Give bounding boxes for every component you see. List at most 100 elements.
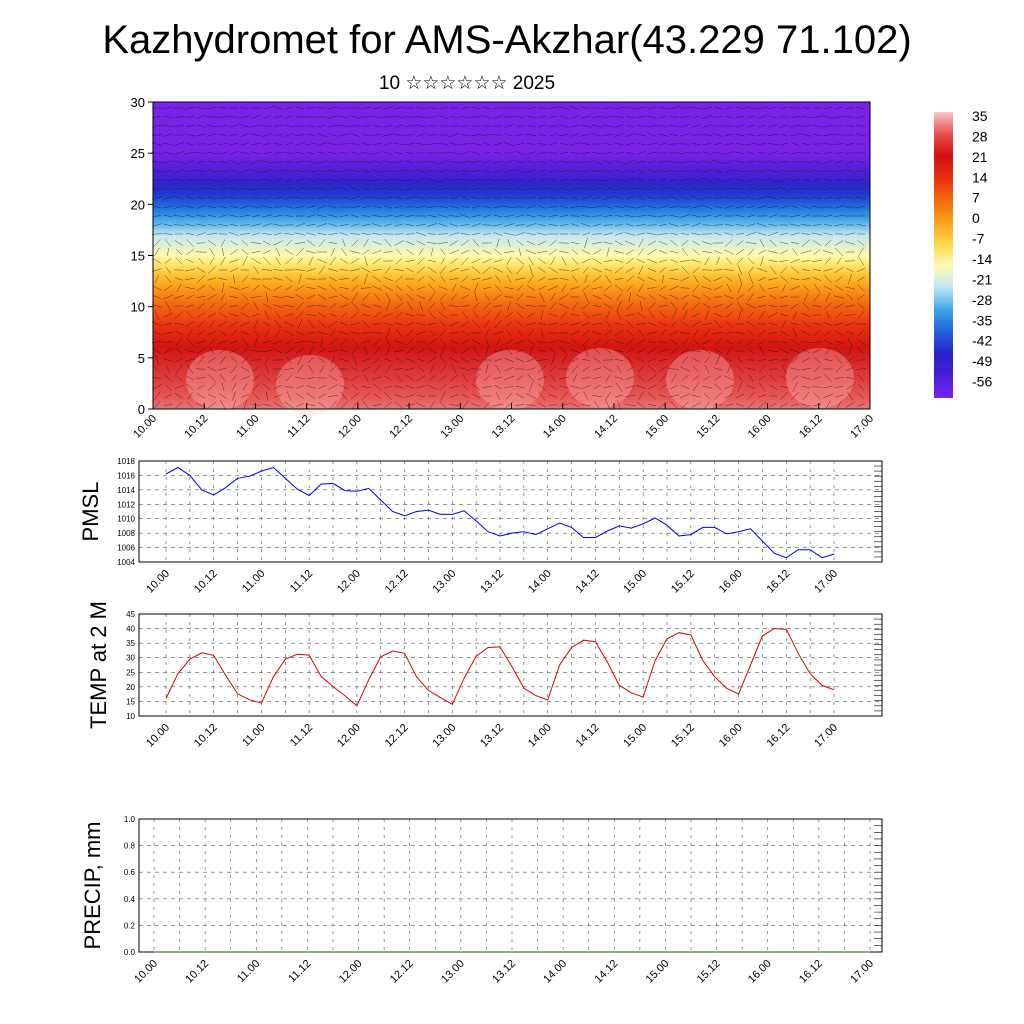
x-tick-label: 12.00 <box>337 958 365 986</box>
x-tick-label: 17.00 <box>848 958 876 986</box>
x-tick-label: 12.12 <box>387 413 415 441</box>
colorbar-label: 0 <box>972 210 980 226</box>
x-tick-label: 12.12 <box>383 568 411 596</box>
x-tick-label: 13.00 <box>430 722 458 750</box>
y-tick-label: 30 <box>131 95 145 110</box>
x-tick-label: 15.00 <box>621 722 649 750</box>
x-tick-label: 15.12 <box>695 413 723 441</box>
x-tick-label: 12.12 <box>388 958 416 986</box>
y-tick-label: 1016 <box>117 471 135 480</box>
x-tick-label: 16.12 <box>797 413 825 441</box>
colorbar-label: -56 <box>972 374 992 390</box>
x-tick-label: 14.00 <box>526 568 554 596</box>
colorbar-label: -42 <box>972 333 992 349</box>
warm-core <box>276 355 344 415</box>
x-tick-label: 10.12 <box>192 722 220 750</box>
x-tick-label: 14.00 <box>526 722 554 750</box>
x-tick-label: 12.12 <box>383 722 411 750</box>
colorbar-label: -28 <box>972 292 992 308</box>
y-tick-label: 15 <box>126 697 135 706</box>
x-tick-label: 12.00 <box>336 413 364 441</box>
x-tick-label: 14.12 <box>574 722 602 750</box>
x-tick-label: 13.12 <box>478 568 506 596</box>
x-tick-label: 11.00 <box>240 568 267 595</box>
y-tick-label: 40 <box>126 625 135 634</box>
warm-core <box>566 348 634 408</box>
y-tick-label: 1014 <box>117 486 135 495</box>
y-tick-label: 35 <box>126 639 135 648</box>
y-tick-label: 20 <box>131 197 145 212</box>
x-tick-label: 10.00 <box>144 568 172 596</box>
x-tick-label: 15.00 <box>643 413 671 441</box>
x-tick-label: 10.12 <box>183 958 211 986</box>
cross-section-panel: 0 5 10 15 20 25 30 10.00 10.12 11.00 11.12 12.00 12.… <box>131 95 877 441</box>
x-tick-label: 13.12 <box>478 722 506 750</box>
y-tick-label: 30 <box>126 654 135 663</box>
colorbar: 35 28 21 14 7 0 -7 -14 -21 -28 -35 -42 -49 -56 <box>934 108 992 398</box>
x-tick-label: 14.12 <box>592 958 620 986</box>
x-tick-label: 10.12 <box>182 413 210 441</box>
precip-frame <box>138 818 883 953</box>
y-tick-label: 1008 <box>117 529 135 538</box>
precip-axis-title: PRECIP, mm <box>80 822 105 950</box>
colorbar-gradient <box>934 112 953 398</box>
x-tick-label: 17.00 <box>812 722 840 750</box>
y-tick-label: 1.0 <box>124 815 136 824</box>
x-tick-label: 14.12 <box>574 568 602 596</box>
warm-core <box>666 350 734 410</box>
y-tick-label: 1004 <box>117 558 135 567</box>
y-tick-label: 1010 <box>117 515 135 524</box>
pmsl-axis-title: PMSL <box>78 482 103 542</box>
x-tick-label: 16.12 <box>797 958 825 986</box>
x-tick-label: 16.12 <box>764 568 792 596</box>
temp-axis-title: TEMP at 2 M <box>86 601 111 729</box>
x-tick-label: 11.00 <box>235 958 262 985</box>
x-tick-label: 11.12 <box>288 722 315 749</box>
y-tick-label: 0.0 <box>124 948 136 957</box>
chart-subtitle: 10 ☆☆☆☆☆☆ 2025 <box>378 73 556 94</box>
y-tick-label: 45 <box>126 610 135 619</box>
x-tick-label: 11.00 <box>234 413 261 440</box>
x-tick-label: 14.00 <box>541 958 569 986</box>
x-tick-label: 10.12 <box>192 568 220 596</box>
precip-panel: 0.0 0.2 0.4 0.6 0.8 1.0 10.00 10.12 11.00 11.12 12… <box>80 815 883 986</box>
y-tick-label: 25 <box>126 668 135 677</box>
y-tick-label: 20 <box>126 683 135 692</box>
x-tick-label: 17.00 <box>848 413 876 441</box>
y-tick-label: 0.4 <box>124 895 136 904</box>
x-tick-label: 16.00 <box>717 568 745 596</box>
x-tick-label: 11.12 <box>285 413 312 440</box>
y-tick-label: 0.8 <box>124 842 136 851</box>
y-tick-label: 0.2 <box>124 921 136 930</box>
x-tick-label: 14.00 <box>541 413 569 441</box>
temp-panel: 10 15 20 25 30 35 40 45 10.00 10.12 11.00 11.12 12.0… <box>86 601 883 750</box>
y-tick-label: 1006 <box>117 544 135 553</box>
y-tick-label: 0 <box>138 402 145 417</box>
colorbar-label: -7 <box>972 231 985 247</box>
x-tick-label: 15.00 <box>644 958 672 986</box>
chart-title: Kazhydromet for AMS-Akzhar(43.229 71.102… <box>102 18 912 62</box>
x-tick-label: 11.12 <box>286 958 313 985</box>
warm-core <box>476 350 544 410</box>
x-tick-label: 16.00 <box>717 722 745 750</box>
x-tick-label: 13.00 <box>430 568 458 596</box>
x-tick-label: 12.00 <box>335 722 363 750</box>
temp-frame <box>138 613 883 717</box>
y-tick-label: 1018 <box>117 457 135 466</box>
x-tick-label: 10.00 <box>132 958 160 986</box>
y-tick-label: 1012 <box>117 500 135 509</box>
colorbar-label: -21 <box>972 271 992 287</box>
x-tick-label: 11.00 <box>240 722 267 749</box>
y-tick-label: 25 <box>131 146 145 161</box>
x-tick-label: 17.00 <box>812 568 840 596</box>
pmsl-frame <box>138 460 883 563</box>
x-tick-label: 14.12 <box>592 413 620 441</box>
pmsl-series-line <box>165 466 835 559</box>
y-tick-label: 15 <box>131 249 145 264</box>
x-tick-label: 10.00 <box>144 722 172 750</box>
colorbar-label: 14 <box>972 169 988 185</box>
x-tick-label: 10.00 <box>131 413 159 441</box>
x-tick-label: 13.00 <box>438 413 466 441</box>
colorbar-label: 28 <box>972 128 988 144</box>
x-tick-label: 15.12 <box>669 722 697 750</box>
